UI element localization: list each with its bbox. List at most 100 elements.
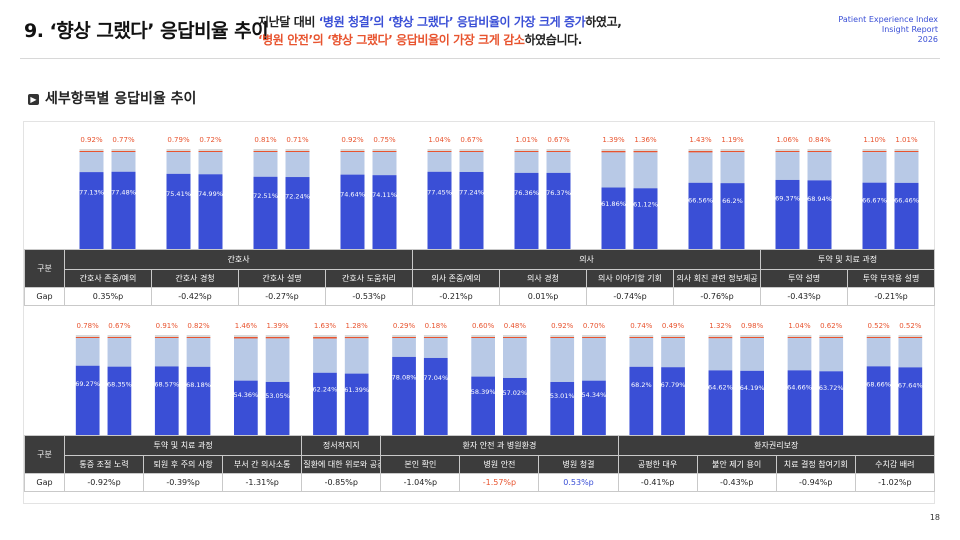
bar-segment-secondary <box>740 338 764 371</box>
bar-segment-top <box>423 335 448 337</box>
bar-segment-top <box>459 149 484 151</box>
bar-segment-red <box>265 337 290 339</box>
brand-line1: Patient Experience Index <box>838 15 938 24</box>
bar-segment-secondary <box>344 338 369 374</box>
bar-segment-red <box>866 337 891 338</box>
red-value-label: 1.06% <box>776 136 799 144</box>
red-value-label: 1.39% <box>602 136 625 144</box>
bar-value-label: 63.72% <box>819 384 844 392</box>
bar-segment-red <box>111 151 136 152</box>
gap-value-cell: -1.57%p <box>459 473 540 492</box>
bar-segment-primary <box>601 187 626 250</box>
bar-value-label: 54.36% <box>233 391 258 399</box>
brand-line3: 2026 <box>917 35 938 44</box>
bar-segment-red <box>285 151 310 152</box>
red-value-label: 1.19% <box>721 136 744 144</box>
category-header-cell: 수치감 배려 <box>854 455 935 474</box>
bar-segment-primary <box>807 180 832 250</box>
category-header-cell: 간호사 경청 <box>151 269 239 288</box>
bar-value-label: 77.45% <box>427 188 452 196</box>
bar-segment-primary <box>344 373 369 435</box>
bar-segment-secondary <box>708 338 733 371</box>
bar-segment-secondary <box>372 152 397 176</box>
red-value-label: 0.84% <box>808 136 831 144</box>
bar-segment-top <box>550 335 575 337</box>
red-value-label: 1.04% <box>428 136 451 144</box>
bar-segment-red <box>688 151 713 153</box>
bar-segment-top <box>75 335 100 337</box>
bar-segment-red <box>186 337 211 338</box>
bar-segment-primary <box>582 380 606 435</box>
category-header-cell: 통증 조절 노력 <box>63 455 145 474</box>
bar-segment-top <box>661 335 685 337</box>
bar-value-label: 66.67% <box>862 196 887 204</box>
bar-value-label: 66.46% <box>894 197 919 205</box>
bar-segment-secondary <box>392 338 416 357</box>
bar-segment-top <box>107 335 132 337</box>
bar-segment-secondary <box>688 152 713 183</box>
red-value-label: 1.10% <box>863 136 886 144</box>
bar-value-label: 61.86% <box>601 200 626 208</box>
gap-value-cell: -1.04%p <box>380 473 461 492</box>
bar-segment-secondary <box>546 152 571 173</box>
section-title-text: 세부항목별 응답비율 추이 <box>45 91 197 107</box>
bar-value-label: 72.51% <box>253 192 278 200</box>
bar-segment-primary <box>253 176 278 250</box>
bar-segment-secondary <box>313 338 337 373</box>
bar-value-label: 68.66% <box>866 381 891 389</box>
gap-value-cell: -0.43%p <box>760 287 849 306</box>
bar-segment-secondary <box>423 338 448 358</box>
red-value-label: 0.81% <box>254 136 277 144</box>
gap-label-cell: Gap <box>24 287 65 306</box>
bar-segment-top <box>154 335 179 337</box>
bar-value-label: 68.35% <box>107 381 132 389</box>
bar-value-label: 68.18% <box>186 381 211 389</box>
bar-segment-top <box>514 149 539 151</box>
bar-segment-primary <box>898 367 923 435</box>
bar-segment-red <box>708 337 733 339</box>
red-value-label: 0.92% <box>551 322 574 330</box>
red-value-label: 0.91% <box>156 322 179 330</box>
red-value-label: 0.70% <box>583 322 606 330</box>
bar-segment-top <box>601 149 626 151</box>
bar-segment-red <box>79 151 104 152</box>
bar-segment-primary <box>166 173 191 250</box>
category-header-cell: 의사 경청 <box>499 269 588 288</box>
bar-segment-secondary <box>720 152 745 184</box>
bar-segment-red <box>514 151 539 153</box>
red-value-label: 1.28% <box>346 322 369 330</box>
bar-value-label: 76.36% <box>514 189 539 197</box>
gap-value-cell: -0.43%p <box>696 473 777 492</box>
bar-value-label: 69.37% <box>775 194 800 202</box>
bar-value-label: 66.56% <box>688 197 713 205</box>
gap-value-cell: -0.92%p <box>63 473 145 492</box>
category-header-cell: 간호사 설명 <box>238 269 326 288</box>
bar-segment-primary <box>514 172 539 250</box>
bar-segment-primary <box>661 367 685 435</box>
bar-segment-primary <box>708 370 733 435</box>
bar-value-label: 68.94% <box>807 195 832 203</box>
report-brand: Patient Experience Index Insight Report … <box>838 15 938 45</box>
red-value-label: 0.62% <box>820 322 843 330</box>
gap-value-cell: -1.31%p <box>222 473 303 492</box>
category-header-cell: 투약 설명 <box>760 269 849 288</box>
category-header-cell: 공평한 대우 <box>617 455 698 474</box>
bar-segment-top <box>688 149 713 151</box>
category-header-cell: 본인 확인 <box>380 455 461 474</box>
bar-segment-primary <box>285 177 310 250</box>
bar-segment-top <box>582 335 606 337</box>
bar-segment-secondary <box>427 152 452 172</box>
gap-value-cell: -0.42%p <box>151 287 239 306</box>
red-value-label: 1.04% <box>788 322 811 330</box>
red-value-label: 1.36% <box>634 136 657 144</box>
bar-segment-primary <box>629 366 654 435</box>
bar-segment-red <box>720 151 745 153</box>
bar-segment-primary <box>503 377 527 435</box>
bar-segment-top <box>285 149 310 151</box>
bar-segment-secondary <box>787 338 812 371</box>
bar-segment-top <box>866 335 891 337</box>
bar-segment-secondary <box>111 152 136 172</box>
bar-segment-top <box>344 335 369 337</box>
red-value-label: 0.48% <box>504 322 527 330</box>
bar-segment-top <box>720 149 745 151</box>
